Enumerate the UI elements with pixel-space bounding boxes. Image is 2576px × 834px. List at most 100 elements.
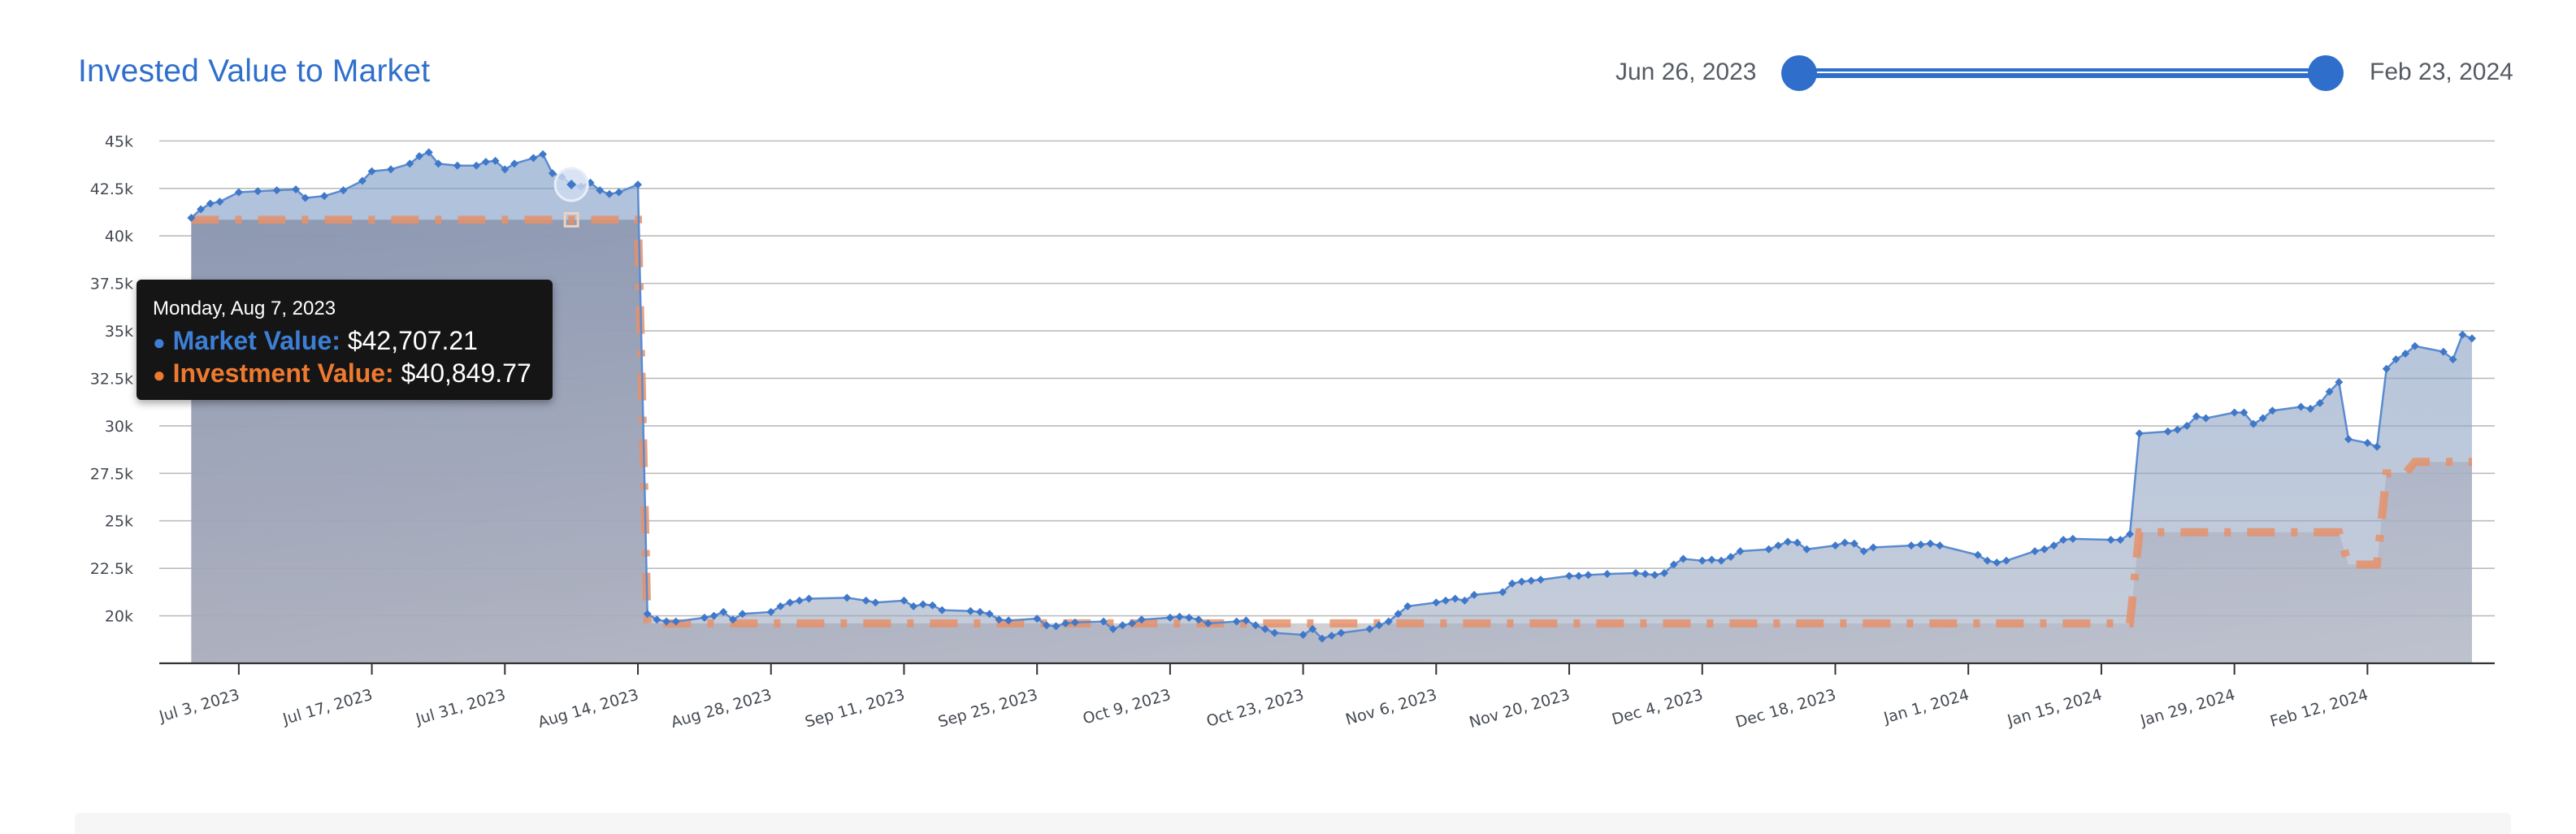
market-point[interactable]	[871, 598, 880, 607]
market-point[interactable]	[776, 602, 785, 610]
date-range-slider[interactable]	[1778, 50, 2347, 96]
market-point[interactable]	[2448, 355, 2457, 364]
market-point[interactable]	[1926, 539, 1935, 548]
market-point[interactable]	[1659, 569, 1668, 577]
market-point[interactable]	[386, 165, 395, 174]
market-point[interactable]	[1299, 630, 1308, 639]
market-point[interactable]	[2183, 421, 2192, 430]
value-chart[interactable]: 20k 22.5k 25k 27.5k 30k 32.5k 35k 37.5k 40k 42.5k…	[0, 0, 2576, 813]
market-point[interactable]	[1850, 539, 1858, 548]
market-point[interactable]	[254, 187, 262, 196]
market-point[interactable]	[1260, 624, 1269, 633]
market-point[interactable]	[1907, 541, 1916, 550]
market-point[interactable]	[2049, 541, 2058, 550]
market-point[interactable]	[1033, 615, 1042, 623]
market-point[interactable]	[358, 176, 366, 185]
market-point[interactable]	[1337, 628, 1346, 637]
market-point[interactable]	[1650, 571, 1659, 580]
market-point[interactable]	[1631, 569, 1640, 577]
market-point[interactable]	[1327, 632, 1336, 641]
market-point[interactable]	[1916, 540, 1925, 549]
market-point[interactable]	[2031, 547, 2040, 556]
market-point[interactable]	[900, 596, 909, 605]
market-point[interactable]	[1365, 624, 1374, 633]
market-point[interactable]	[938, 606, 947, 615]
market-point[interactable]	[1641, 570, 1650, 579]
market-point[interactable]	[1602, 570, 1611, 579]
market-point[interactable]	[2135, 429, 2144, 438]
market-point[interactable]	[2410, 341, 2419, 350]
market-point[interactable]	[1669, 560, 1678, 569]
market-point[interactable]	[453, 161, 462, 170]
market-point[interactable]	[1251, 621, 1260, 630]
market-point[interactable]	[2335, 378, 2344, 387]
market-point[interactable]	[2201, 414, 2210, 423]
market-point[interactable]	[1165, 613, 1174, 622]
market-point[interactable]	[548, 169, 557, 178]
market-point[interactable]	[2401, 350, 2410, 358]
market-point[interactable]	[2068, 534, 2077, 543]
market-point[interactable]	[861, 596, 870, 605]
market-point[interactable]	[1784, 537, 1793, 546]
market-point[interactable]	[2373, 442, 2382, 451]
market-point[interactable]	[2306, 404, 2315, 413]
market-point[interactable]	[510, 159, 518, 168]
market-point[interactable]	[1993, 558, 2001, 567]
market-point[interactable]	[1470, 590, 1479, 599]
market-point[interactable]	[843, 593, 852, 602]
market-point[interactable]	[1793, 538, 1802, 547]
market-point[interactable]	[491, 156, 500, 165]
market-point[interactable]	[1983, 556, 1992, 565]
market-point[interactable]	[405, 159, 414, 168]
market-point[interactable]	[728, 615, 737, 624]
market-point[interactable]	[1442, 596, 1451, 605]
market-point[interactable]	[985, 610, 994, 619]
market-point[interactable]	[671, 617, 680, 626]
market-point[interactable]	[2163, 427, 2172, 436]
market-point[interactable]	[653, 615, 661, 624]
market-point[interactable]	[472, 161, 481, 170]
market-point[interactable]	[1527, 576, 1536, 585]
market-point[interactable]	[1707, 555, 1716, 564]
market-point[interactable]	[1451, 594, 1459, 603]
market-point[interactable]	[2458, 330, 2467, 339]
market-point[interactable]	[1061, 619, 1070, 628]
market-point[interactable]	[1774, 541, 1783, 550]
market-point[interactable]	[2344, 435, 2353, 444]
market-point[interactable]	[2240, 408, 2249, 417]
market-point[interactable]	[2249, 419, 2258, 428]
market-point[interactable]	[1403, 602, 1412, 610]
market-point[interactable]	[1203, 619, 1212, 628]
market-point[interactable]	[187, 214, 196, 223]
market-point[interactable]	[415, 152, 424, 161]
market-point[interactable]	[2363, 438, 2372, 447]
market-point[interactable]	[2296, 402, 2305, 411]
market-point[interactable]	[2468, 334, 2476, 343]
market-point[interactable]	[786, 598, 795, 607]
market-point[interactable]	[367, 167, 376, 176]
market-point[interactable]	[1270, 628, 1279, 637]
market-point[interactable]	[501, 165, 510, 174]
market-point[interactable]	[320, 192, 329, 201]
slider-handle-start[interactable]	[1781, 55, 1817, 91]
market-point[interactable]	[662, 617, 671, 626]
market-point[interactable]	[1185, 613, 1194, 622]
market-point[interactable]	[481, 158, 490, 167]
market-point[interactable]	[1802, 545, 1811, 554]
market-point[interactable]	[2059, 536, 2068, 545]
market-point[interactable]	[272, 186, 281, 195]
market-point[interactable]	[1736, 547, 1745, 556]
market-point[interactable]	[1726, 553, 1735, 562]
market-point[interactable]	[795, 596, 804, 605]
market-point[interactable]	[1584, 571, 1593, 580]
market-point[interactable]	[529, 154, 538, 163]
market-point[interactable]	[2382, 364, 2391, 373]
market-point[interactable]	[1004, 616, 1013, 625]
market-point[interactable]	[596, 186, 605, 195]
market-point[interactable]	[1973, 550, 1982, 559]
market-point[interactable]	[1375, 621, 1384, 630]
market-point[interactable]	[1517, 577, 1526, 586]
market-point[interactable]	[1137, 615, 1146, 624]
market-point[interactable]	[1841, 538, 1850, 547]
market-point[interactable]	[434, 159, 443, 168]
